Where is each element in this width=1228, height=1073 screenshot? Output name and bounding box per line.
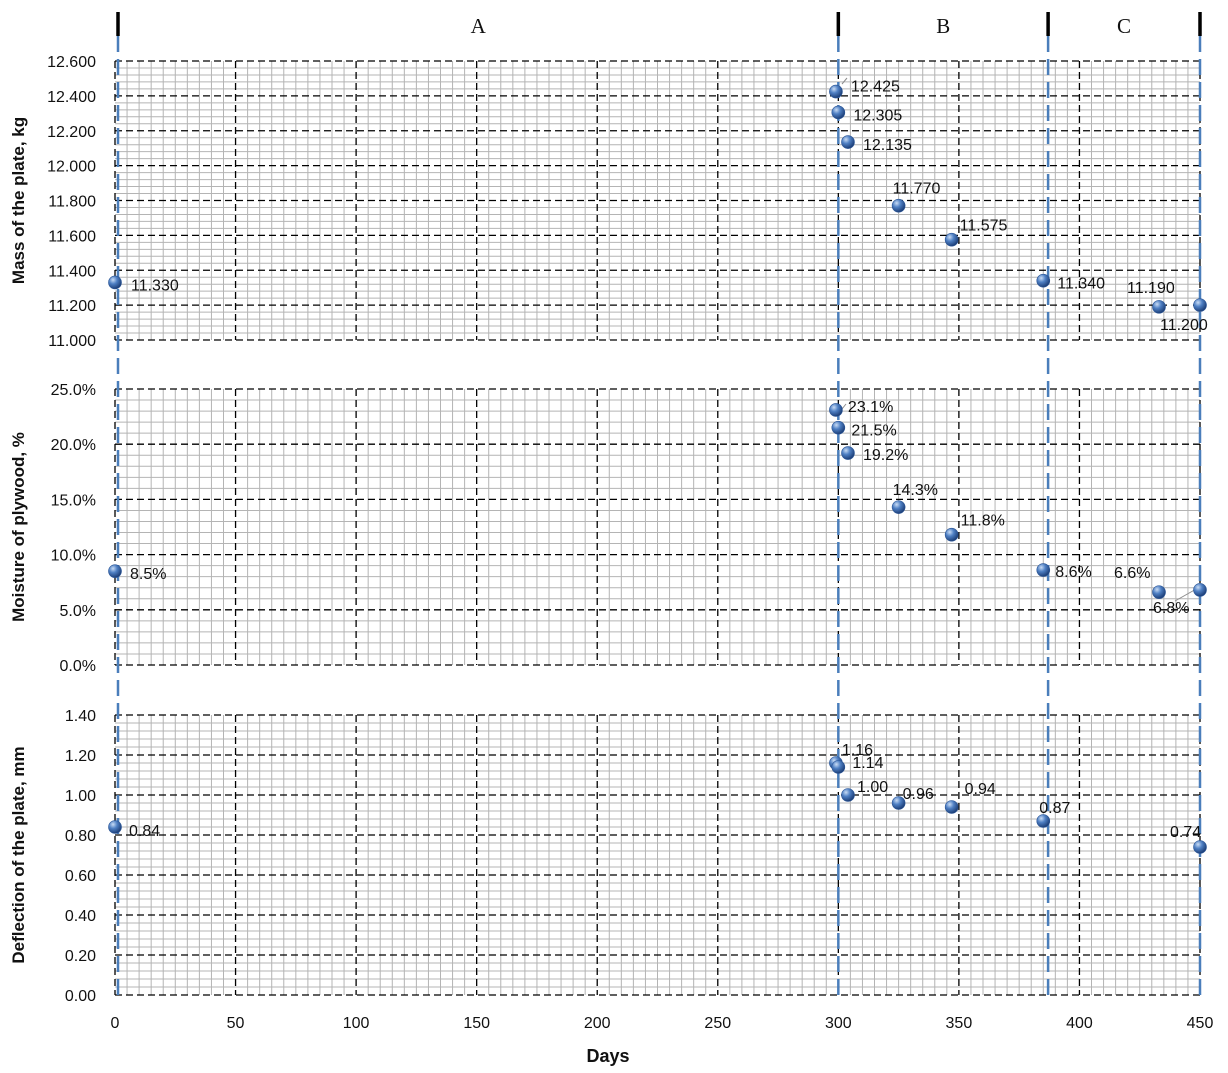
data-label: 12.305: [853, 107, 902, 124]
data-label: 8.5%: [130, 566, 166, 583]
x-axis-title: Days: [586, 1046, 629, 1066]
y-tick-label: 1.20: [65, 748, 96, 765]
point-layer: 11.330 12.425 12.305 12.135 11.770 11.575 11.3…: [108, 77, 1208, 854]
data-label: 1.00: [857, 779, 888, 796]
y-axis-label: Mass of the plate, kg: [9, 117, 28, 284]
y-tick-label: 0.40: [65, 908, 96, 925]
data-label: 11.575: [960, 218, 1008, 235]
y-tick-label: 12.600: [47, 54, 96, 71]
data-point: [944, 527, 959, 542]
y-tick-label: 15.0%: [51, 492, 96, 509]
data-point: [841, 446, 855, 460]
data-point: [944, 800, 959, 814]
data-label: 11.8%: [961, 513, 1005, 530]
y-tick-label: 0.80: [65, 828, 96, 845]
grid-layer: [114, 60, 1201, 996]
data-label: 0.87: [1039, 800, 1070, 817]
data-point: [108, 564, 122, 578]
data-point: [1036, 563, 1051, 577]
data-point: [1152, 585, 1166, 599]
y-tick-label: 1.40: [65, 708, 96, 725]
data-label: 11.200: [1160, 317, 1208, 334]
data-label: 12.135: [863, 137, 912, 154]
data-label: 12.425: [851, 79, 900, 96]
data-point: [841, 135, 855, 149]
y-tick-label: 5.0%: [60, 603, 96, 620]
data-point: [829, 403, 843, 417]
y-tick-label: 11.600: [48, 228, 96, 245]
x-tick-label: 150: [463, 1015, 490, 1032]
y-tick-label: 12.400: [47, 89, 96, 106]
y-tick-label: 11.800: [48, 194, 96, 211]
y-tick-label: 20.0%: [51, 437, 96, 454]
data-label: 11.190: [1127, 280, 1175, 297]
data-point: [891, 198, 906, 213]
phase-label: A: [471, 14, 487, 38]
y-tick-label: 0.00: [65, 988, 96, 1005]
y-tick-label: 12.200: [47, 124, 96, 141]
data-point: [841, 788, 855, 802]
data-point: [944, 232, 959, 247]
y-tick-label: 11.000: [48, 333, 96, 350]
data-label: 11.770: [893, 181, 941, 198]
data-point: [891, 500, 906, 514]
leader-line: [841, 403, 847, 410]
x-tick-label: 350: [946, 1015, 973, 1032]
data-label: 0.84: [129, 823, 160, 840]
phase-label: B: [936, 14, 950, 38]
data-label: 23.1%: [848, 399, 893, 416]
data-point: [1036, 273, 1051, 288]
x-tick-label: 50: [227, 1015, 245, 1032]
y-tick-label: 10.0%: [51, 548, 96, 565]
data-point: [1036, 814, 1051, 828]
data-label: 0.94: [965, 781, 996, 798]
y-tick-label: 11.400: [48, 263, 96, 280]
axis-layer: 11.000 11.200 11.400 11.600 11.800 12.000 12.2…: [9, 54, 1213, 1032]
leader-line: [841, 77, 848, 85]
x-tick-label: 250: [704, 1015, 731, 1032]
x-tick-label: 450: [1187, 1015, 1214, 1032]
data-point: [1193, 840, 1207, 854]
y-tick-label: 11.200: [48, 298, 96, 315]
x-tick-label: 100: [343, 1015, 370, 1032]
y-tick-label: 25.0%: [51, 382, 96, 399]
data-label: 1.14: [852, 755, 883, 772]
y-tick-label: 0.0%: [60, 658, 96, 675]
data-point: [831, 760, 846, 774]
data-label: 0.74: [1170, 824, 1201, 841]
data-label: 6.6%: [1114, 565, 1150, 582]
data-label: 6.8%: [1153, 600, 1189, 617]
data-point: [108, 820, 122, 834]
data-label: 19.2%: [863, 447, 908, 464]
data-point: [108, 275, 122, 290]
y-tick-label: 0.60: [65, 868, 96, 885]
x-tick-label: 0: [111, 1015, 120, 1032]
data-point: [891, 796, 906, 810]
data-label: 11.340: [1057, 276, 1105, 293]
data-label: 14.3%: [893, 482, 938, 499]
data-point: [1193, 298, 1207, 312]
data-point: [831, 420, 846, 435]
data-point: [831, 105, 846, 120]
x-tick-label: 400: [1066, 1015, 1093, 1032]
y-tick-label: 0.20: [65, 948, 96, 965]
data-label: 1.16: [842, 742, 873, 759]
y-tick-label: 1.00: [65, 788, 96, 805]
y-axis-label: Moisture of plywood, %: [9, 432, 28, 622]
phase-label: C: [1117, 14, 1131, 38]
phase-layer: A B C: [116, 12, 1202, 1000]
data-point: [829, 84, 843, 99]
y-axis-label: Deflection of the plate, mm: [9, 746, 28, 963]
data-label: 0.96: [903, 786, 934, 803]
data-point: [1193, 583, 1207, 597]
x-tick-label: 300: [825, 1015, 852, 1032]
y-tick-label: 12.000: [47, 159, 96, 176]
data-point: [1152, 300, 1166, 314]
x-tick-label: 200: [584, 1015, 611, 1032]
data-label: 11.330: [131, 277, 179, 294]
data-label: 21.5%: [851, 423, 896, 440]
data-label: 8.6%: [1055, 564, 1091, 581]
